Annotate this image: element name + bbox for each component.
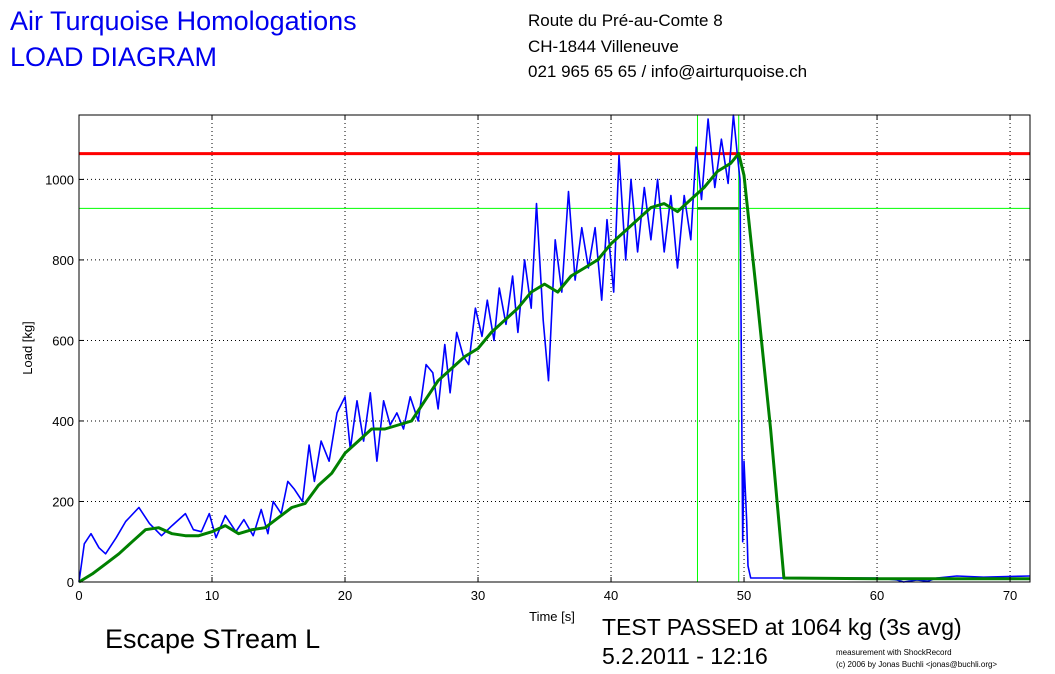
x-tick-label: 40 — [604, 588, 618, 603]
report-title: Air Turquoise Homologations — [10, 6, 357, 36]
credit-line-1: measurement with ShockRecord — [836, 648, 952, 657]
x-tick-label: 0 — [75, 588, 82, 603]
raw-load-line — [78, 114, 1031, 583]
plot-frame — [78, 114, 1031, 583]
address-street: Route du Pré-au-Comte 8 — [528, 11, 723, 30]
grid — [79, 115, 1030, 582]
reference-lines — [79, 115, 1030, 582]
y-tick-label: 1000 — [45, 172, 74, 187]
x-tick-label: 70 — [1003, 588, 1017, 603]
average-load-line — [78, 152, 1030, 584]
test-datetime: 5.2.2011 - 12:16 — [602, 643, 768, 669]
test-result: TEST PASSED at 1064 kg (3s avg) — [602, 614, 962, 640]
data-series — [78, 114, 1031, 584]
x-tick-label: 60 — [870, 588, 884, 603]
x-tick-label: 10 — [205, 588, 219, 603]
glider-model: Escape STream L — [105, 624, 321, 654]
address-contact: 021 965 65 65 / info@airturquoise.ch — [528, 62, 808, 81]
diagram-title: LOAD DIAGRAM — [10, 42, 218, 72]
y-tick-label: 0 — [67, 575, 74, 590]
x-tick-label: 30 — [471, 588, 485, 603]
y-tick-label: 400 — [52, 414, 74, 429]
x-axis-label: Time [s] — [529, 609, 575, 624]
credit-line-2: (c) 2006 by Jonas Buchli <jonas@buchli.o… — [836, 660, 998, 669]
address-city: CH-1844 Villeneuve — [528, 37, 679, 56]
x-tick-label: 20 — [338, 588, 352, 603]
x-tick-label: 50 — [737, 588, 751, 603]
axis-ticks: 0 10 20 30 40 50 60 70 0 200 400 600 800 1000 — [45, 115, 1030, 603]
y-axis-label: Load [kg] — [20, 321, 35, 375]
y-tick-label: 800 — [52, 253, 74, 268]
y-tick-label: 200 — [52, 494, 74, 509]
y-tick-label: 600 — [52, 333, 74, 348]
